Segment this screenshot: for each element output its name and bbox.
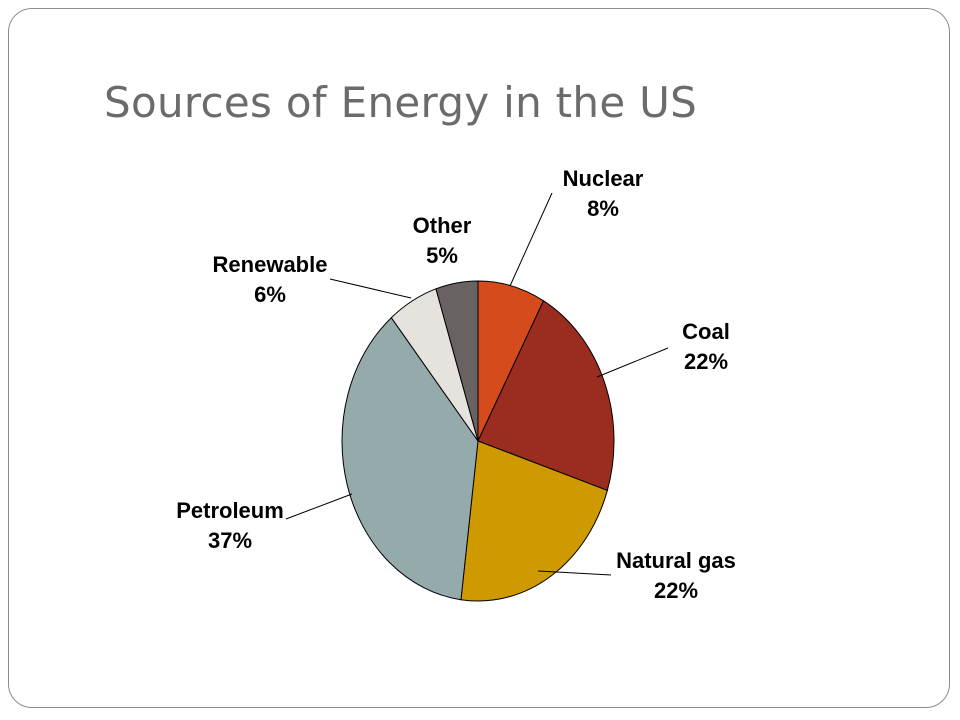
pie-slice-petroleum <box>341 316 479 601</box>
leader-line-nuclear <box>509 192 553 287</box>
slice-label-coal: Coal <box>682 319 730 344</box>
pie-slice-natural-gas <box>460 440 608 602</box>
slice-value-renewable: 6% <box>254 282 286 307</box>
slice-label-renewable: Renewable <box>213 252 328 277</box>
slice-label-natural-gas: Natural gas <box>616 548 736 573</box>
leader-line-renewable <box>329 278 412 299</box>
pie-slice-other <box>435 280 479 442</box>
slide-title: Sources of Energy in the US <box>104 78 698 127</box>
slice-value-other: 5% <box>426 243 458 268</box>
pie-slice-coal <box>477 300 615 492</box>
slice-label-other: Other <box>413 213 472 238</box>
slice-value-nuclear: 8% <box>587 196 619 221</box>
leader-line-coal <box>596 347 669 378</box>
slice-value-natural-gas: 22% <box>654 578 698 603</box>
slice-value-coal: 22% <box>684 349 728 374</box>
slice-value-petroleum: 37% <box>208 528 252 553</box>
leader-line-natural-gas <box>537 570 612 576</box>
slice-label-petroleum: Petroleum <box>176 498 284 523</box>
leader-line-petroleum <box>285 493 353 520</box>
slice-label-nuclear: Nuclear <box>563 166 644 191</box>
